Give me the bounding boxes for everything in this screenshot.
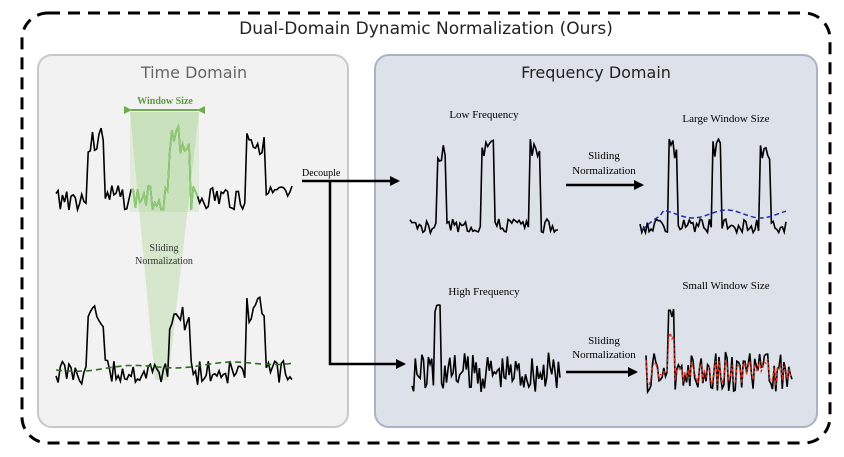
sliding-normalization-label-time-2: Normalization <box>135 256 193 267</box>
small-window-trend-dashed <box>645 330 793 386</box>
sliding-normalization-label-bottom-1: Sliding <box>588 335 620 347</box>
sliding-normalization-label-top-2: Normalization <box>572 165 636 177</box>
large-window-size-label: Large Window Size <box>682 113 769 125</box>
time-signal-normalized <box>55 295 293 386</box>
diagram-title: Dual-Domain Dynamic Normalization (Ours) <box>239 19 613 39</box>
small-window-size-label: Small Window Size <box>682 280 769 292</box>
sliding-normalization-label-time-1: Sliding <box>150 243 179 254</box>
frequency-domain-heading: Frequency Domain <box>521 63 671 82</box>
high-frequency-label: High Frequency <box>448 286 520 298</box>
sliding-window-cone <box>130 112 199 380</box>
high-frequency-signal <box>411 304 561 392</box>
low-frequency-label: Low Frequency <box>449 109 519 121</box>
time-domain-heading: Time Domain <box>140 63 247 82</box>
large-window-trend-dashed <box>641 209 787 231</box>
decouple-label: Decouple <box>302 168 341 179</box>
low-frequency-normalized-signal <box>639 137 787 236</box>
sliding-normalization-label-bottom-2: Normalization <box>572 349 636 361</box>
time-domain-panel <box>37 54 349 428</box>
window-size-label: Window Size <box>137 96 193 107</box>
high-frequency-normalized-signal <box>645 308 793 395</box>
outer-dashed-frame <box>20 11 832 445</box>
low-frequency-signal <box>409 139 558 236</box>
decouple-arrow-high <box>328 181 406 369</box>
time-signal-in-window <box>131 123 199 211</box>
sliding-normalization-label-top-1: Sliding <box>588 150 620 162</box>
